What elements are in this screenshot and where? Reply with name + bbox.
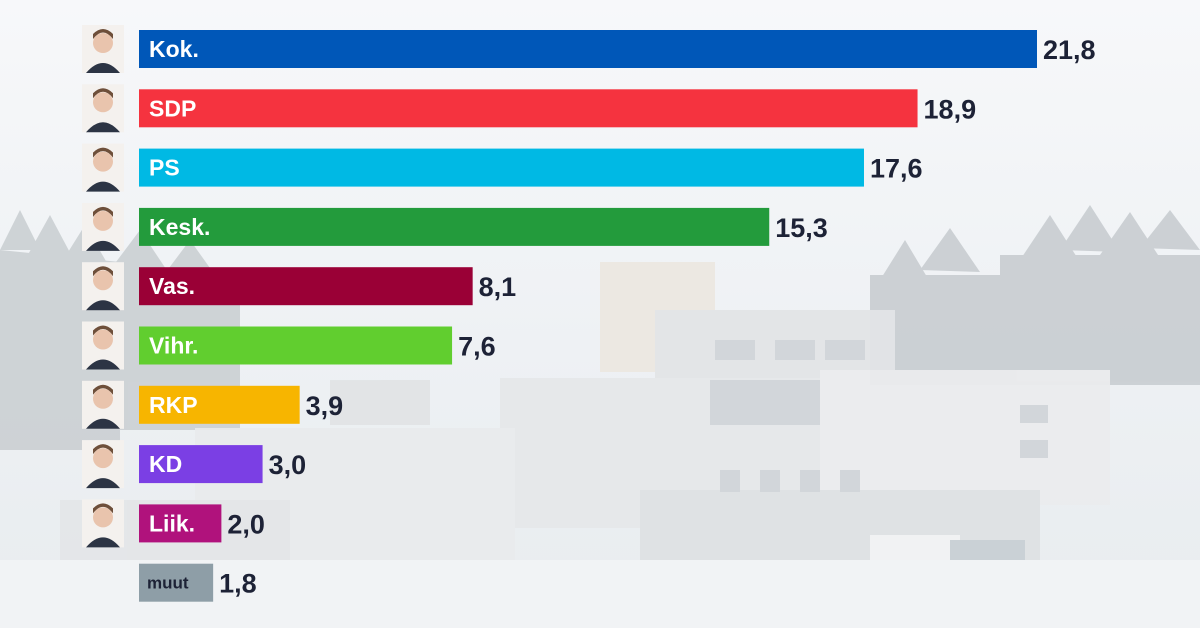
- bar-value-muut: 1,8: [219, 569, 257, 599]
- liik-leader-portrait: [82, 499, 124, 548]
- bar-rkp: [139, 385, 300, 424]
- bar-kok: [139, 30, 1037, 68]
- bar-label-rkp: RKP: [149, 392, 198, 418]
- kok-leader-portrait: [82, 25, 124, 73]
- vihr-leader-portrait: [82, 321, 124, 370]
- bar-label-muut: muut: [147, 574, 189, 593]
- bar-liik: [139, 504, 222, 543]
- bar-kd: [139, 445, 263, 484]
- bar-label-kesk: Kesk.: [149, 214, 210, 240]
- rkp-leader-portrait: [82, 380, 124, 429]
- bar-kesk: [139, 207, 770, 246]
- bar-label-ps: PS: [149, 155, 180, 181]
- bar-value-liik: 2,0: [227, 509, 265, 539]
- bar-vihr: [139, 326, 453, 365]
- bar-value-kesk: 15,3: [775, 213, 828, 243]
- bar-label-sdp: SDP: [149, 95, 196, 121]
- bar-ps: [139, 148, 864, 187]
- bar-muut: [139, 563, 214, 602]
- tree-line-right: [870, 205, 1200, 385]
- vas-leader-portrait: [82, 262, 124, 311]
- bar-value-ps: 17,6: [870, 154, 923, 184]
- sdp-leader-portrait: [82, 84, 124, 133]
- bar-label-kok: Kok.: [149, 36, 199, 62]
- bar-label-kd: KD: [149, 451, 182, 477]
- bar-label-vas: Vas.: [149, 273, 195, 299]
- bar-value-vihr: 7,6: [458, 332, 496, 362]
- bar-vas: [139, 267, 473, 306]
- kd-leader-portrait: [82, 440, 124, 489]
- bar-label-vihr: Vihr.: [149, 333, 198, 359]
- bar-value-rkp: 3,9: [306, 391, 344, 421]
- building-windows: [710, 340, 1048, 492]
- bar-value-sdp: 18,9: [924, 94, 977, 124]
- bars-layer: Kok. 21,8 SDP 18,9 PS 17,6 Kesk. 15,3 Vas. 8,1 Vih…: [82, 25, 1096, 602]
- bar-value-kok: 21,8: [1043, 35, 1096, 65]
- bar-label-liik: Liik.: [149, 510, 195, 536]
- bar-sdp: [139, 89, 918, 128]
- ps-leader-portrait: [82, 143, 124, 192]
- kesk-leader-portrait: [82, 202, 124, 251]
- bar-value-kd: 3,0: [269, 450, 307, 480]
- bar-value-vas: 8,1: [479, 272, 517, 302]
